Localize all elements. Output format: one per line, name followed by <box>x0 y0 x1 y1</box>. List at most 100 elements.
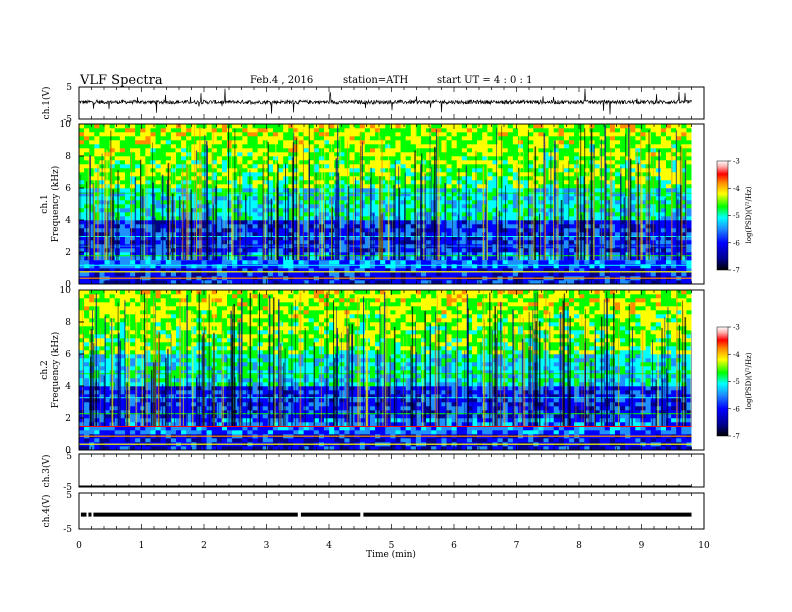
ch1-spectrogram-cell <box>216 144 223 149</box>
ch1-spectrogram-cell <box>645 232 651 237</box>
ch1-spectrogram-cell <box>175 228 182 233</box>
ch1-spectrogram-sferic <box>370 167 372 260</box>
ch1-spectrogram-cell <box>466 268 473 273</box>
ch1-spectrogram-cell <box>553 152 560 157</box>
ch1-spectrogram-cell <box>267 192 274 197</box>
ch1-spectrogram-cell <box>313 272 320 277</box>
ch1-spectrogram-cell <box>400 188 406 193</box>
ch1-spectrogram-cell <box>247 260 253 265</box>
ch1-spectrogram-cell <box>538 148 544 153</box>
ch1-spectrogram-sferic <box>352 160 354 260</box>
ch1-spectrogram-cell <box>308 196 315 201</box>
ch1-spectrogram-cell <box>426 200 432 205</box>
ch1-spectrogram-cell <box>395 132 401 137</box>
ch1-spectrogram-cell <box>569 212 575 217</box>
ch1-spectrogram-cell <box>395 124 401 129</box>
ch1-spectrogram-cell <box>655 272 662 277</box>
ch1-spectrogram-cell <box>339 160 345 165</box>
ch1-spectrogram-cell <box>364 124 371 129</box>
ch1-spectrogram-cell <box>237 280 243 285</box>
ch1-spectrogram-cell <box>369 220 376 225</box>
ch1-spectrogram-cell <box>558 140 565 145</box>
ch1-spectrogram-band-line <box>79 236 692 237</box>
ch1-spectrogram-cell <box>512 136 519 141</box>
ch1-spectrogram-cell <box>665 160 672 165</box>
ch1-spectrogram-cell <box>482 164 488 169</box>
ch1-spectrogram-cell <box>119 220 126 225</box>
ch1-spectrogram-cell <box>160 136 167 141</box>
ch1-spectrogram-cell <box>272 132 279 137</box>
ch1-spectrogram-cell <box>614 240 621 245</box>
ch1-spectrogram-cell <box>477 164 483 169</box>
ch1-spectrogram-cell <box>313 264 320 269</box>
ch1-spectrogram-cell <box>89 236 95 241</box>
ch1-spectrogram-cell <box>206 152 212 157</box>
ch1-spectrogram-cell <box>278 248 284 253</box>
ch1-spectrogram-cell <box>640 180 646 185</box>
ch1-spectrogram-cell <box>267 144 274 149</box>
ch1-spectrogram-cell <box>267 252 274 257</box>
ch1-spectrogram-cell <box>553 168 560 173</box>
ch1-spectrogram-cell <box>640 160 646 165</box>
ch1-spectrogram-cell <box>216 228 223 233</box>
ch1-spectrogram-cell <box>426 172 432 177</box>
ch1-spectrogram-cell <box>415 160 422 165</box>
ch1-spectrogram-cell <box>375 156 381 161</box>
ch1-spectrogram-cell <box>313 164 320 169</box>
ch1-spectrogram-cell <box>308 192 315 197</box>
ch1-spectrogram-cell <box>686 256 692 261</box>
ch1-spectrogram-cell <box>145 188 151 193</box>
ch1-spectrogram-cell <box>390 252 396 257</box>
ch1-spectrogram-cell <box>431 280 437 285</box>
ch1-spectrogram-cell <box>410 224 417 229</box>
ch1-spectrogram-cell <box>614 184 621 189</box>
ch1-spectrogram-cell <box>487 152 493 157</box>
ch1-spectrogram-cell <box>99 280 105 285</box>
ch1-spectrogram-cell <box>604 204 611 209</box>
ch1-spectrogram-cell <box>456 212 463 217</box>
ch1-spectrogram-cell <box>288 160 294 165</box>
ch1-spectrogram-cell <box>221 240 228 245</box>
ch1-spectrogram-cell <box>405 184 412 189</box>
ch1-spectrogram-cell <box>84 272 90 277</box>
ch1-spectrogram-cell <box>390 132 396 137</box>
ch1-spectrogram-cell <box>267 164 274 169</box>
ch1-spectrogram-cell <box>257 176 264 181</box>
ch1-spectrogram-cell <box>267 124 274 129</box>
ch1-spectrogram-cell <box>140 172 146 177</box>
ch1-spectrogram-cell <box>676 252 682 257</box>
ch1-spectrogram-cell <box>558 132 565 137</box>
ch1-spectrogram-cell <box>502 132 509 137</box>
ch1-spectrogram-cell <box>89 272 95 277</box>
ch1-spectrogram-cell <box>512 232 519 237</box>
ch1-spectrogram-cell <box>130 204 136 209</box>
ch1-spectrogram-sferic <box>297 126 299 261</box>
ch1-spectrogram-cell <box>170 208 177 213</box>
ch1-spectrogram-cell <box>676 220 682 225</box>
ch1-spectrogram-cell <box>569 144 575 149</box>
ch1-spectrogram-cell <box>252 212 258 217</box>
ch1-spectrogram-cell <box>441 220 447 225</box>
ch1-spectrogram-cell <box>84 164 90 169</box>
ch1-spectrogram-cell <box>477 208 483 213</box>
ch1-spectrogram-cell <box>441 192 447 197</box>
ch1-spectrogram-cell <box>645 248 651 253</box>
ch1-spectrogram-cell <box>252 168 258 173</box>
ch1-spectrogram-cell <box>405 124 412 129</box>
ch1-spectrogram-cell <box>594 272 600 277</box>
ch1-spectrogram-cell <box>609 148 616 153</box>
ch1-spectrogram-cell <box>130 164 136 169</box>
ch1-spectrogram-cell <box>676 212 682 217</box>
ch1-spectrogram-cell <box>686 140 692 145</box>
ch1-spectrogram-cell <box>175 192 182 197</box>
ch1-spectrogram-cell <box>354 208 361 213</box>
ch1-spectrogram-cell <box>227 132 233 137</box>
ch1-spectrogram-cell <box>308 184 315 189</box>
ch1-spectrogram-cell <box>334 132 340 137</box>
ch1-spectrogram-cell <box>170 240 177 245</box>
ch1-spectrogram-cell <box>135 268 141 273</box>
ch1-spectrogram-cell <box>477 140 483 145</box>
ch1-spectrogram-cell <box>298 268 304 273</box>
ch1-spectrogram-cell <box>124 224 131 229</box>
ch1-spectrogram-cell <box>364 132 371 137</box>
